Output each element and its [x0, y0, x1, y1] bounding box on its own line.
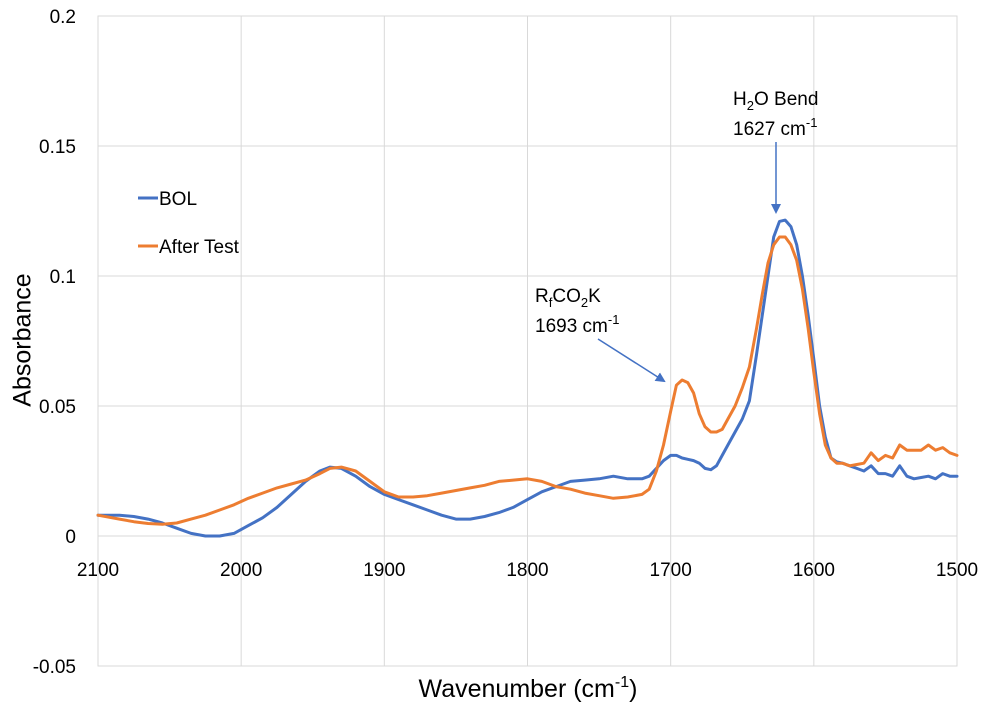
x-tick-label: 1600 — [793, 560, 835, 581]
x-axis-title: Wavenumber (cm-1) — [419, 674, 638, 703]
annotation-h2o-value-text: 1627 cm — [733, 119, 806, 140]
annotation-rfco2k-value: 1693 cm-1 — [535, 312, 619, 337]
y-tick-label: 0 — [65, 527, 76, 548]
legend-label-bol: BOL — [159, 189, 197, 210]
annotation-h2o-value-sup: -1 — [806, 115, 818, 130]
annotation-rfco2k-arrow — [597, 338, 666, 383]
annotation-h2o-bend: H2O Bend 1627 cm-1 — [733, 89, 818, 214]
x-tick-label: 1500 — [936, 560, 978, 581]
series-line-after-test — [96, 235, 959, 526]
annotation-h2o-o-bend: O Bend — [754, 89, 818, 110]
x-tick-label: 1700 — [650, 560, 692, 581]
gridlines — [97, 15, 958, 667]
x-tick-label: 1800 — [506, 560, 548, 581]
annotation-h2o-value: 1627 cm-1 — [733, 115, 817, 140]
annotation-h2o-h: H — [733, 89, 747, 110]
y-tick-label: -0.05 — [33, 657, 76, 678]
annotation-h2o-sub-2: 2 — [747, 98, 754, 113]
annotation-rfco2k-r: R — [535, 286, 549, 307]
annotation-h2o-title: H2O Bend — [733, 89, 818, 113]
x-tick-label: 1900 — [363, 560, 405, 581]
x-axis-title-sup: -1 — [615, 674, 629, 691]
annotation-rfco2k-co: CO — [552, 286, 581, 307]
annotation-rfco2k-sub-f: f — [549, 295, 553, 310]
tick-labels: 2100 2000 1900 1800 1700 1600 1500 -0.05 0 0.05 0.… — [33, 7, 978, 678]
annotation-rfco2k-value-text: 1693 cm — [535, 316, 608, 337]
y-tick-label: 0.15 — [39, 137, 76, 158]
y-axis-title: Absorbance — [9, 273, 37, 406]
annotation-rfco2k-title: RfCO2K — [535, 286, 601, 310]
legend: BOL After Test — [138, 189, 240, 258]
annotation-rfco2k-k: K — [588, 286, 601, 307]
plot-area — [96, 218, 959, 538]
x-axis-title-close: ) — [629, 675, 637, 703]
y-tick-label: 0.1 — [50, 267, 76, 288]
y-tick-label: 0.2 — [50, 7, 76, 28]
annotation-rfco2k-value-sup: -1 — [608, 312, 620, 327]
x-tick-label: 2100 — [77, 560, 119, 581]
annotation-rfco2k: RfCO2K 1693 cm-1 — [535, 286, 666, 383]
y-tick-label: 0.05 — [39, 397, 76, 418]
legend-label-after-test: After Test — [159, 237, 240, 258]
x-axis-title-main: Wavenumber (cm — [419, 675, 615, 703]
annotation-rfco2k-sub-2: 2 — [581, 295, 588, 310]
x-tick-label: 2000 — [220, 560, 262, 581]
